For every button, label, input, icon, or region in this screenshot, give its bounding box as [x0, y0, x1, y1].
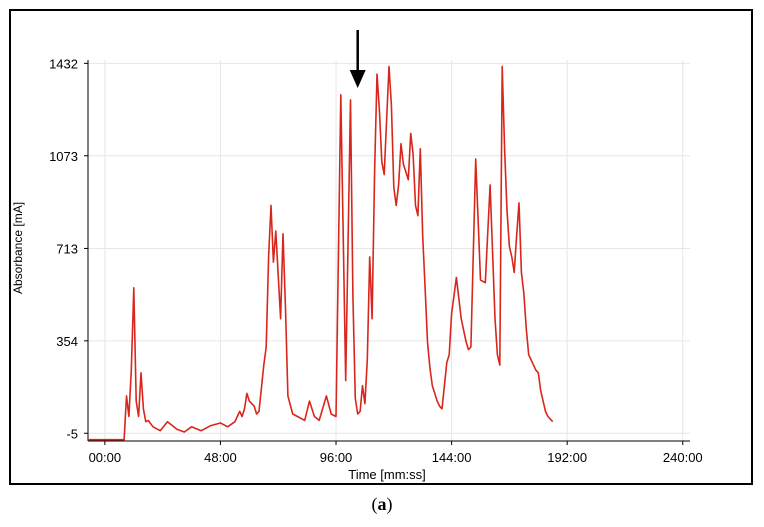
y-tick-label-4: 1432 [49, 56, 78, 71]
arrow-head [349, 70, 366, 88]
x-tick-labels: 00:00 48:00 96:00 144:00 192:00 240:00 [89, 450, 703, 465]
axes [84, 60, 690, 445]
x-tick-label-5: 240:00 [663, 450, 703, 465]
series-line-0 [88, 65, 554, 441]
chart-frame [9, 9, 753, 485]
caption-letter: a [377, 494, 387, 514]
figure-caption: (a) [371, 494, 393, 514]
y-tick-label-0: -5 [66, 426, 78, 441]
grid-lines [88, 60, 690, 441]
x-tick-label-4: 192:00 [547, 450, 587, 465]
x-tick-label-0: 00:00 [89, 450, 122, 465]
chromatogram-chart: 00:00 48:00 96:00 144:00 192:00 240:00 -5 354 7… [11, 30, 703, 482]
x-tick-label-2: 96:00 [320, 450, 353, 465]
x-tick-label-3: 144:00 [432, 450, 472, 465]
y-tick-label-3: 1073 [49, 149, 78, 164]
y-tick-labels: -5 354 713 1073 1432 [49, 56, 78, 441]
series-group [88, 65, 554, 441]
y-axis-label: Absorbance [mA] [11, 202, 25, 294]
annotation-arrow [349, 30, 366, 88]
y-tick-label-1: 354 [56, 334, 78, 349]
y-tick-label-2: 713 [56, 241, 78, 256]
x-axis-label: Time [mm:ss] [348, 467, 426, 482]
x-tick-label-1: 48:00 [204, 450, 237, 465]
